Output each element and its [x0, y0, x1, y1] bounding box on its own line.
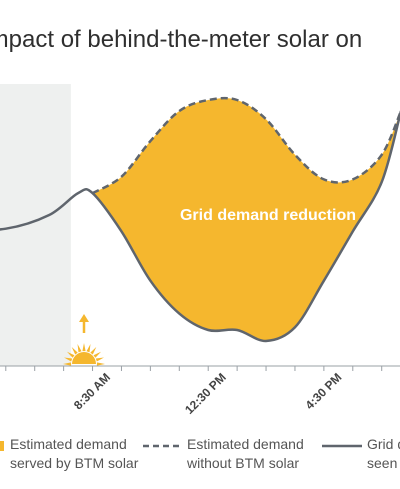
up-arrow-icon [79, 314, 89, 333]
x-tick-label: 4:30 PM [302, 370, 344, 412]
legend-grid-line1: Grid d [367, 436, 400, 452]
legend-item-grid: Grid d seen [367, 435, 400, 473]
legend-grid-line2: seen [367, 455, 398, 471]
x-tick-label: 8:30 AM [71, 370, 113, 412]
grid-demand-line [0, 110, 400, 343]
estimated-demand-line [91, 96, 400, 195]
legend-item-solar: Estimated demand served by BTM solar [10, 435, 138, 473]
legend-solar-line1: Estimated demand [10, 436, 127, 452]
legend-solar-line2: served by BTM solar [10, 455, 139, 471]
legend-solar-swatch [0, 441, 4, 451]
legend-estimated-line1: Estimated demand [187, 436, 304, 452]
legend-item-estimated: Estimated demand without BTM solar [187, 435, 304, 473]
legend-swatches [0, 441, 362, 451]
chart-title: Impact of behind-the-meter solar on [0, 26, 363, 53]
sunrise-icon [63, 343, 105, 366]
legend-estimated-line2: without BTM solar [187, 455, 300, 471]
night-shaded-region [0, 84, 71, 366]
grid-demand-reduction-label: Grid demand reduction [180, 207, 356, 224]
x-tick-label: 12:30 PM [182, 370, 229, 417]
